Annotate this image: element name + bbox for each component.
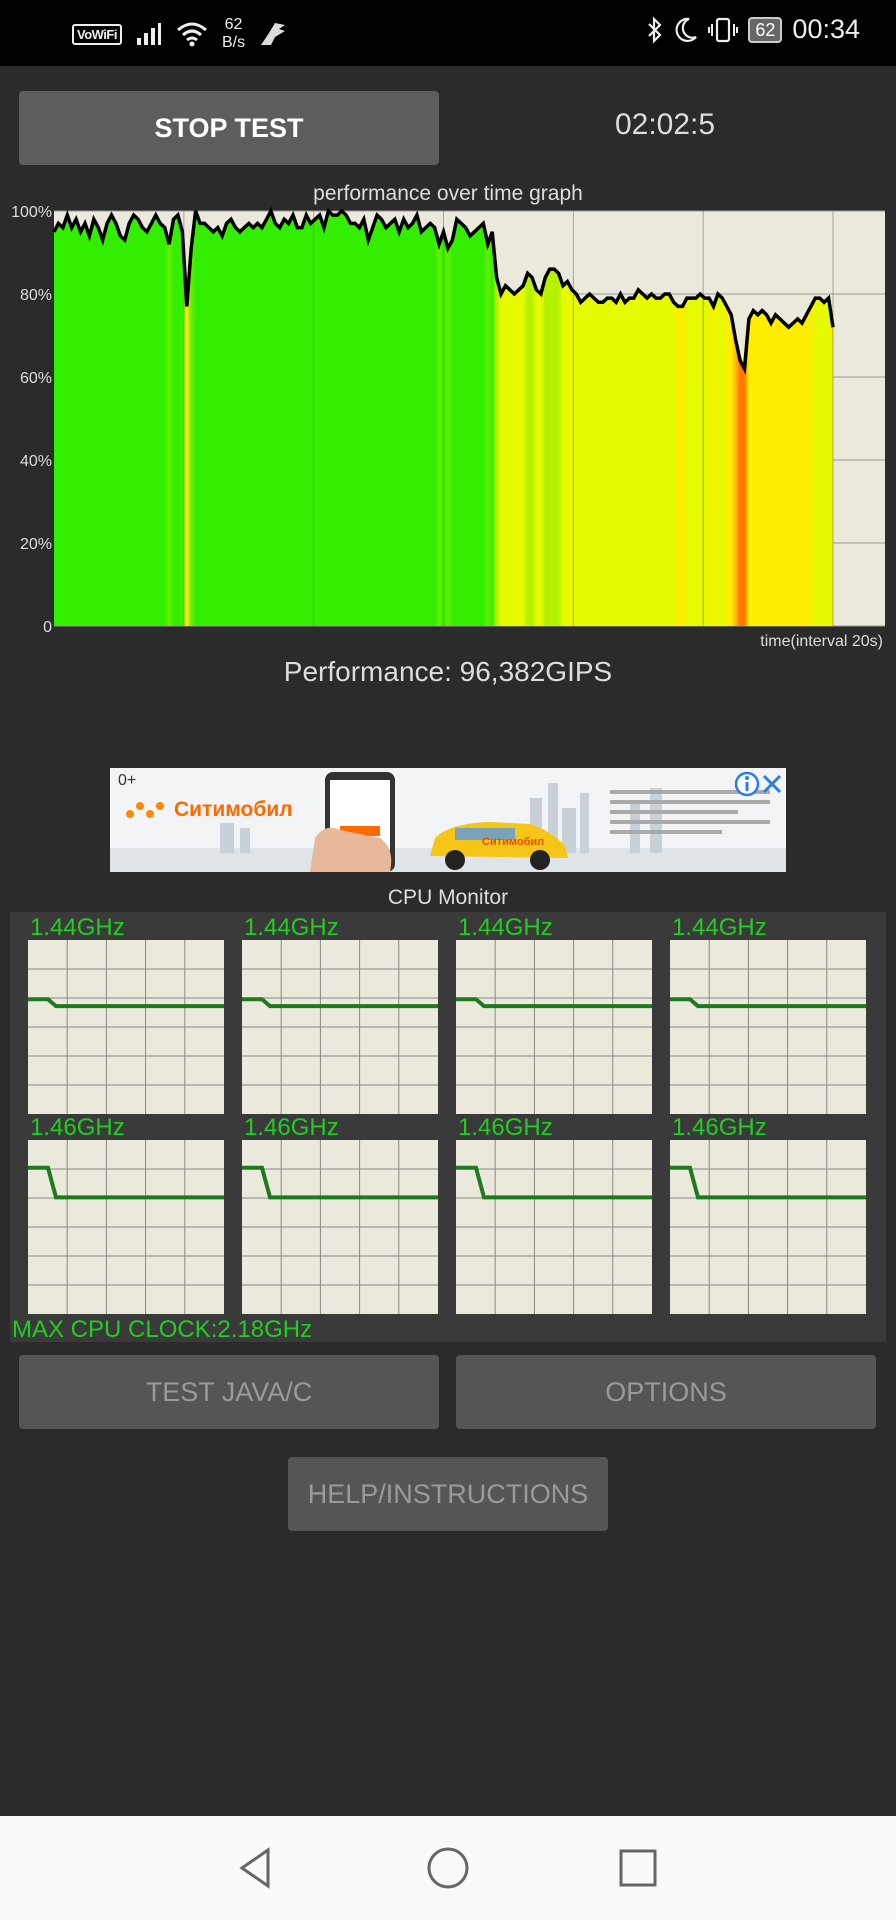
graph-x-label: time(interval 20s) [760, 633, 883, 650]
battery-indicator: 62 [748, 16, 783, 43]
ad-info-icon[interactable] [734, 771, 760, 797]
cpu-core-graph [670, 1140, 866, 1314]
y-tick-label: 80% [20, 287, 52, 304]
options-button[interactable]: OPTIONS [456, 1355, 876, 1429]
bird-app-icon [261, 23, 286, 45]
phone-hand-image [310, 772, 395, 872]
cpu-core-graph [242, 940, 438, 1114]
recents-icon[interactable] [618, 1848, 658, 1888]
test-java-button[interactable]: TEST JAVA/C [19, 1355, 439, 1429]
net-speed-value: 62 [224, 16, 243, 33]
navigation-bar [0, 1816, 896, 1920]
performance-line [52, 206, 835, 375]
ad-car-brand: Ситимобил [482, 836, 545, 848]
cpu-usage-line [670, 997, 866, 1009]
cpu-usage-line [242, 997, 438, 1009]
core-freq-label: 1.46GHz [244, 1114, 339, 1141]
core-freq-label: 1.44GHz [672, 914, 767, 941]
signal-icon [136, 23, 161, 45]
ad-disclaimer [610, 784, 770, 840]
ad-banner[interactable]: 0+ Ситимобил Ситимобил [110, 768, 786, 872]
help-instructions-button[interactable]: HELP/INSTRUCTIONS [288, 1457, 608, 1531]
elapsed-timer: 02:02:5 [614, 108, 716, 141]
vibrate-icon [708, 17, 739, 42]
wifi-icon [176, 22, 207, 47]
cpu-usage-line [242, 1165, 438, 1200]
ad-brand-name: Ситимобил [174, 798, 293, 821]
y-tick-label: 100% [11, 204, 52, 221]
cpu-core-graph [670, 940, 866, 1114]
dots-logo-icon [126, 802, 164, 818]
graph-title: performance over time graph [313, 182, 583, 205]
graph-y-ticks: 100% 80% 60% 40% 20% 0 [11, 204, 52, 636]
status-bar: VoWiFi 62 B/s 62 00:34 [0, 0, 896, 66]
core-freq-label: 1.46GHz [672, 1114, 767, 1141]
cpu-monitor-title: CPU Monitor [387, 886, 509, 909]
status-left: VoWiFi 62 B/s [72, 16, 287, 52]
core-freq-label: 1.44GHz [458, 914, 553, 941]
net-speed: 62 B/s [222, 16, 245, 52]
max-cpu-clock: MAX CPU CLOCK:2.18GHz [12, 1316, 313, 1343]
y-tick-label: 40% [20, 453, 52, 470]
clock: 00:34 [792, 14, 860, 44]
cpu-core-graph [28, 940, 224, 1114]
home-icon[interactable] [426, 1846, 470, 1890]
ad-artwork [110, 772, 786, 872]
moon-icon [675, 17, 698, 42]
core-freq-label: 1.46GHz [458, 1114, 553, 1141]
cpu-usage-line [456, 1165, 652, 1200]
bluetooth-icon [648, 15, 662, 44]
cpu-core-graph [456, 940, 652, 1114]
y-tick-label: 60% [20, 370, 52, 387]
ad-brand-logo: Ситимобил [124, 798, 293, 822]
cpu-core-graph [456, 1140, 652, 1314]
cpu-usage-line [456, 997, 652, 1009]
ad-age-rating: 0+ [118, 772, 137, 789]
core-freq-label: 1.46GHz [30, 1114, 125, 1141]
vowifi-indicator: VoWiFi [72, 23, 122, 45]
cpu-core-graphs [28, 940, 866, 1314]
y-tick-label: 0 [43, 619, 52, 636]
core-freq-label: 1.44GHz [244, 914, 339, 941]
back-icon[interactable] [236, 1846, 276, 1890]
performance-graph: 100% 80% 60% 40% 20% 0 time(interval 20s) [11, 204, 885, 650]
performance-readout: Performance: 96,382GIPS [283, 656, 613, 687]
ad-close-icon[interactable] [760, 772, 784, 796]
cpu-core-graph [28, 1140, 224, 1314]
stop-test-button[interactable]: STOP TEST [19, 91, 439, 165]
core-freq-label: 1.44GHz [30, 914, 125, 941]
net-speed-unit: B/s [221, 34, 246, 51]
taxi-car-image [430, 822, 568, 870]
cpu-monitor-panel: 1.44GHz 1.44GHz 1.44GHz 1.44GHz 1.46GHz … [10, 912, 886, 1342]
y-tick-label: 20% [20, 536, 52, 553]
cpu-core-graph [242, 1140, 438, 1314]
status-right: 62 00:34 [646, 14, 860, 45]
cpu-usage-line [28, 1165, 224, 1200]
cpu-usage-line [670, 1165, 866, 1200]
cpu-usage-line [28, 997, 224, 1009]
